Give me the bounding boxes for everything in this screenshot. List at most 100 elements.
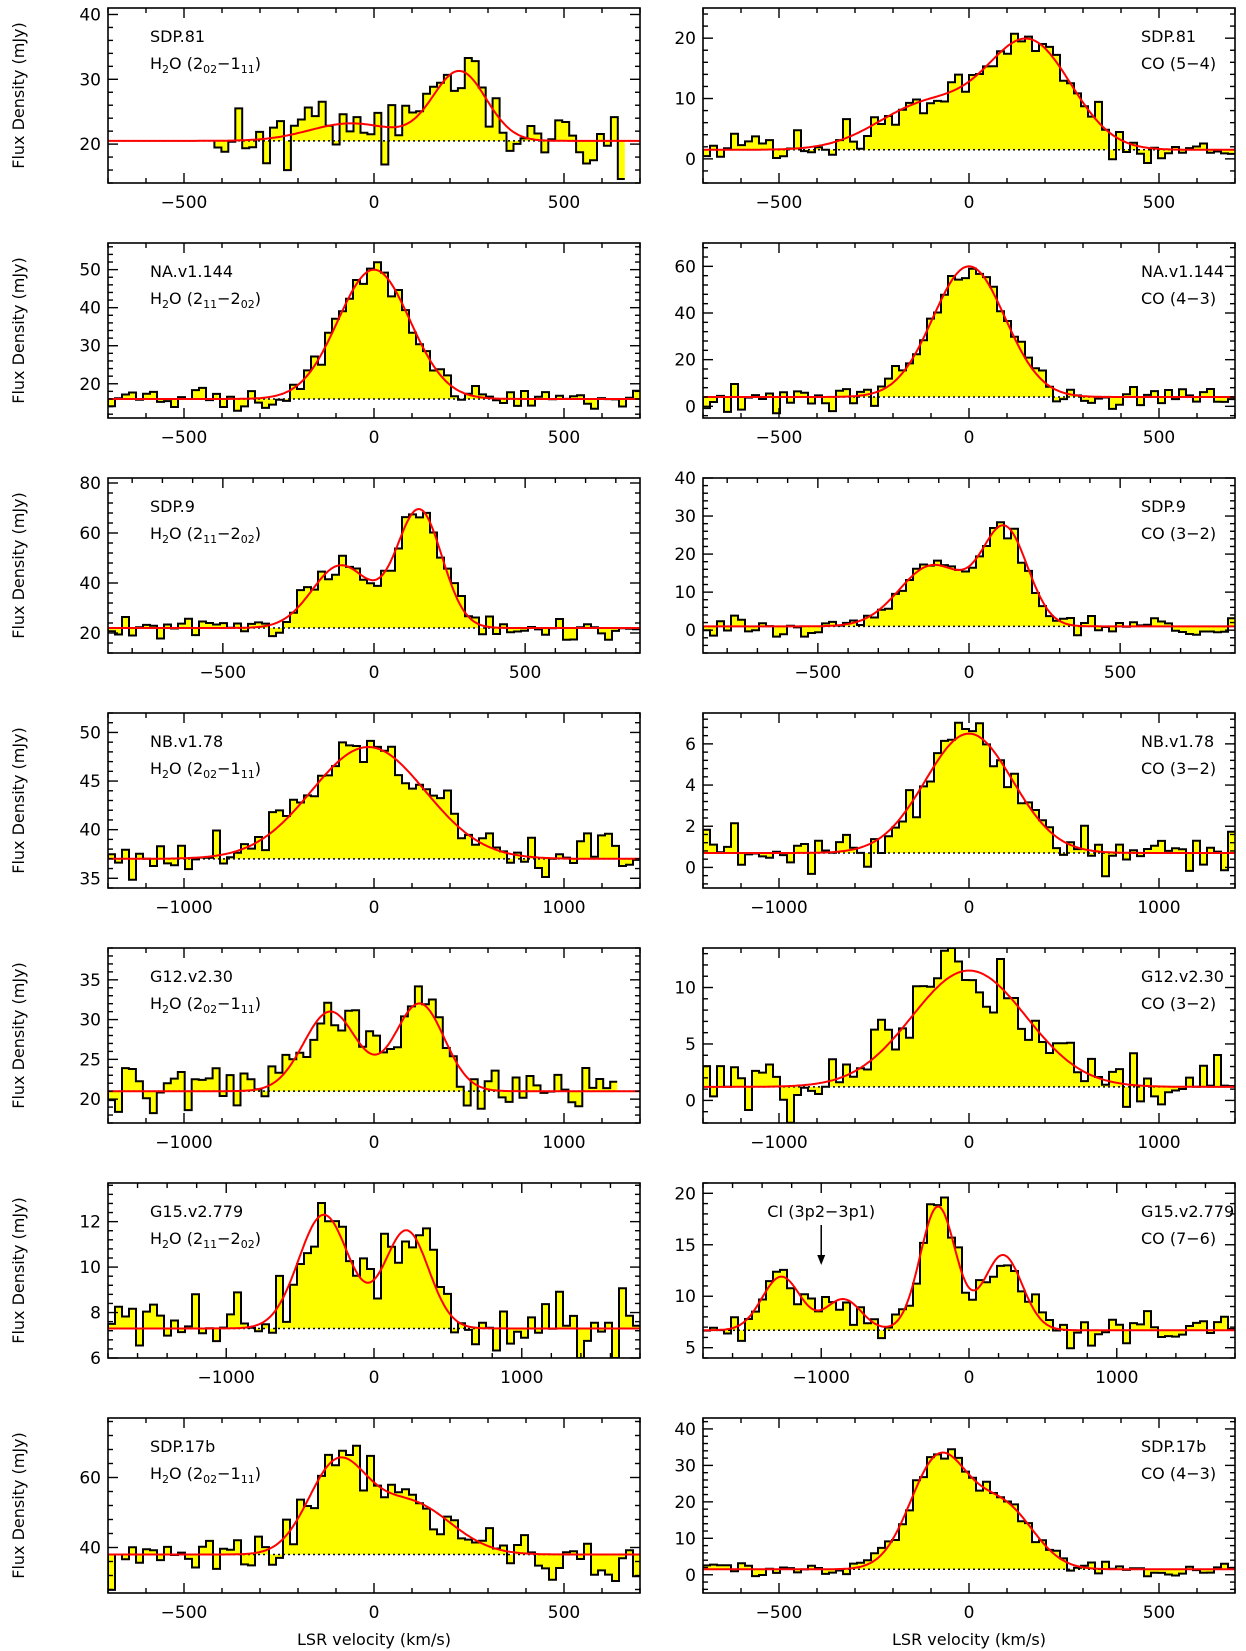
gaussian-fit: [703, 732, 1235, 854]
y-tick-label: 80: [79, 474, 101, 494]
plot-area: [703, 265, 1235, 415]
y-tick-label: 0: [685, 1566, 696, 1586]
gaussian-fit: [108, 745, 640, 860]
y-tick-label: 20: [79, 624, 101, 644]
x-tick-label: 0: [369, 428, 380, 448]
panel-sdp-81-h: −500 0 500 20 30 40 SDP.81 H2O (202−111): [79, 5, 641, 213]
y-tick-label: 30: [674, 507, 696, 527]
gaussian-fit: [703, 37, 1235, 151]
source-name: NB.v1.78: [150, 732, 223, 751]
plot-area: [703, 1196, 1235, 1350]
source-name: NB.v1.78: [1141, 732, 1214, 751]
y-tick-label: 0: [685, 1091, 696, 1111]
y-tick-label: 30: [79, 1011, 101, 1031]
gaussian-fit: [703, 969, 1235, 1088]
y-tick-label: 5: [685, 1035, 696, 1055]
y-tick-label: 30: [79, 70, 101, 90]
plot-area: [703, 721, 1235, 878]
source-name: SDP.17b: [150, 1437, 215, 1456]
spectrum-histogram: [213, 57, 625, 180]
x-tick-label: 0: [369, 898, 380, 918]
plot-area: [108, 261, 640, 412]
y-axis-title: Flux Density (mJy): [9, 22, 28, 169]
x-tick-label: 0: [964, 663, 975, 683]
x-tick-label: −500: [756, 193, 803, 213]
y-tick-label: 40: [674, 469, 696, 489]
plot-area: [703, 1448, 1235, 1578]
gaussian-fit: [108, 268, 640, 400]
x-axis-title: LSR velocity (km/s): [297, 1630, 451, 1649]
panel-na-v1-144-h: −500 0 500 20 30 40 50 NA.v1.144 H2O (211−202): [79, 242, 641, 448]
spectrum-histogram: [108, 1202, 640, 1358]
plot-area: [108, 1444, 640, 1591]
channel-fill: [108, 262, 640, 411]
plot-area: [108, 1202, 640, 1358]
panel-g15-v2-779-co-7-6-: −1000 0 1000 5 10 15 20 G15.v2.779 CO (7−6) CI (3…: [674, 1182, 1236, 1388]
spectrum-histogram: [108, 1444, 640, 1591]
y-tick-label: 60: [674, 257, 696, 277]
y-tick-label: 50: [79, 261, 101, 281]
x-tick-label: −500: [161, 193, 208, 213]
x-tick-label: 500: [1104, 663, 1136, 683]
transition-label: H2O (211−202): [150, 289, 261, 311]
y-axis-title: Flux Density (mJy): [9, 727, 28, 874]
y-tick-label: 0: [685, 621, 696, 641]
panel-sdp-9-co-3-2-: −500 0 500 0 10 20 30 40 SDP.9 CO (3−2): [674, 469, 1236, 683]
gaussian-fit: [108, 69, 640, 142]
plot-area: [108, 57, 640, 180]
x-tick-label: −500: [795, 663, 842, 683]
panel-g15-v2-779-h: −1000 0 1000 6 8 10 12 G15.v2.779 H2O (211−202): [79, 1182, 641, 1388]
y-tick-label: 20: [674, 1184, 696, 1204]
spectrum-histogram: [108, 985, 618, 1115]
transition-label: H2O (202−111): [150, 54, 261, 76]
y-tick-label: 40: [79, 299, 101, 319]
transition-label: CO (3−2): [1141, 524, 1216, 543]
x-tick-label: 1000: [500, 1368, 543, 1388]
plot-area: [703, 521, 1235, 638]
transition-label: H2O (211−202): [150, 1229, 261, 1251]
y-axis-title: Flux Density (mJy): [9, 962, 28, 1109]
x-tick-label: −1000: [750, 1133, 808, 1153]
transition-label: CO (5−4): [1141, 54, 1216, 73]
x-tick-label: 0: [964, 1603, 975, 1623]
source-name: G12.v2.30: [150, 967, 233, 986]
x-tick-label: 0: [369, 1368, 380, 1388]
panel-sdp-17b-co-4-3-: −500 0 500 0 10 20 30 40 SDP.17b CO (4−3): [674, 1417, 1236, 1623]
x-tick-label: 0: [369, 193, 380, 213]
y-tick-label: 20: [79, 1090, 101, 1110]
transition-label: CO (3−2): [1141, 994, 1216, 1013]
spectrum-histogram: [108, 739, 640, 881]
y-tick-label: 40: [674, 304, 696, 324]
y-tick-label: 60: [79, 524, 101, 544]
y-tick-label: 40: [79, 1539, 101, 1559]
gaussian-fit: [703, 524, 1235, 628]
transition-label: CO (7−6): [1141, 1229, 1216, 1248]
y-tick-label: 0: [685, 858, 696, 878]
y-tick-label: 60: [79, 1469, 101, 1489]
arrow-head-icon: [817, 1255, 826, 1265]
gaussian-fit: [703, 1451, 1235, 1571]
y-tick-label: 6: [90, 1349, 101, 1369]
plot-area: [703, 32, 1235, 164]
gaussian-fit: [703, 1205, 1235, 1332]
gaussian-fit: [108, 1002, 640, 1093]
panel-g12-v2-30-co-3-2-: −1000 0 1000 0 5 10 G12.v2.30 CO (3−2): [674, 947, 1236, 1153]
panel-nb-v1-78-co-3-2-: −1000 0 1000 0 2 4 6 NB.v1.78 CO (3−2): [685, 712, 1236, 918]
y-tick-label: 4: [685, 776, 696, 796]
y-tick-label: 10: [674, 90, 696, 110]
x-tick-label: 500: [1143, 428, 1175, 448]
x-tick-label: −500: [756, 428, 803, 448]
x-tick-label: −1000: [155, 1133, 213, 1153]
source-name: SDP.17b: [1141, 1437, 1206, 1456]
y-tick-label: 10: [674, 1287, 696, 1307]
x-tick-label: 0: [964, 428, 975, 448]
gaussian-fit: [703, 265, 1235, 398]
x-tick-label: 500: [548, 1603, 580, 1623]
x-tick-label: 500: [509, 663, 541, 683]
x-tick-label: −500: [161, 1603, 208, 1623]
y-tick-label: 5: [685, 1339, 696, 1359]
x-tick-label: 1000: [542, 898, 585, 918]
transition-label: CO (3−2): [1141, 759, 1216, 778]
y-tick-label: 20: [79, 375, 101, 395]
y-tick-label: 50: [79, 723, 101, 743]
